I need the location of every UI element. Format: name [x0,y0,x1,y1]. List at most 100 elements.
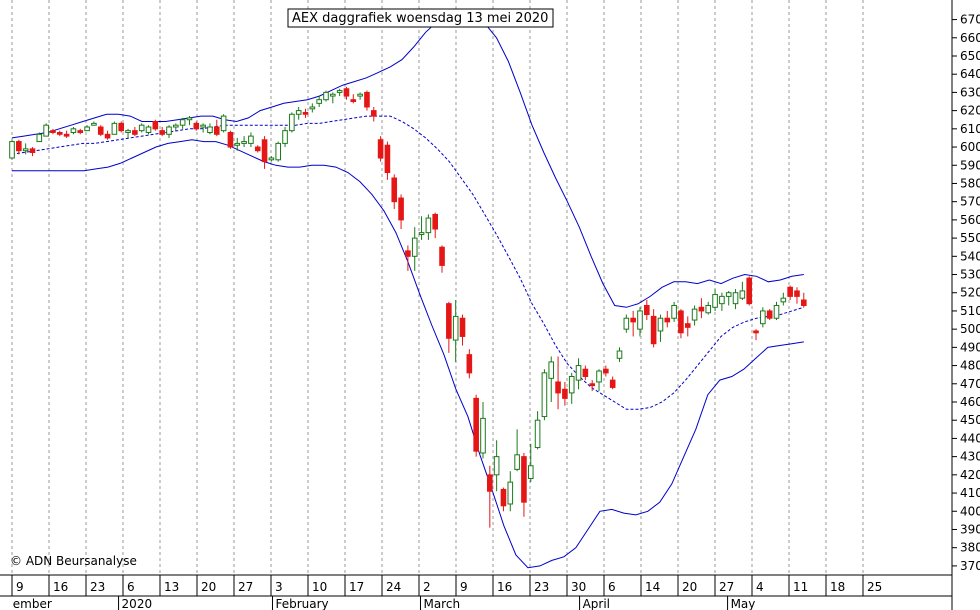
candle-body-44 [309,106,316,110]
candle-body-54 [377,139,384,159]
candle-body-38 [268,157,275,161]
y-tick-label-430: 430 [960,450,980,464]
candle-body-88 [609,379,616,388]
candle-body-0 [9,141,15,159]
y-tick-label-620: 620 [960,104,980,118]
candle-body-85 [589,383,595,387]
y-tick-label-480: 480 [960,359,980,373]
candle-body-6 [50,130,56,133]
y-tick-label-550: 550 [960,231,980,245]
y-tick-label-640: 640 [960,67,980,81]
candle-body-82 [568,376,575,394]
y-tick-label-420: 420 [960,468,980,482]
candle-body-113 [780,297,787,303]
candle-body-40 [282,130,288,144]
y-tick-label-400: 400 [960,504,980,518]
candle-body-3 [29,148,36,154]
candle-body-45 [316,99,322,104]
candle-body-115 [794,290,800,297]
y-tick-label-590: 590 [960,158,980,172]
candle-body-37 [261,139,268,163]
candle-body-18 [132,130,138,135]
candle-body-13 [97,126,104,135]
candle-body-73 [507,481,514,505]
copyright-label: © ADN Beursanalyse [10,554,137,568]
grid [11,0,864,575]
candle-body-62 [432,213,439,230]
candle-body-17 [125,130,131,133]
candle-body-75 [521,456,527,503]
candle-body-69 [480,417,486,454]
candle-body-100 [691,308,698,321]
x-tick-label-19: 27 [719,580,734,594]
candle-body-52 [364,91,370,108]
candle-body-11 [84,126,90,132]
candle-body-46 [323,91,329,101]
x-tick-label-22: 18 [830,580,845,594]
candle-body-74 [514,454,520,470]
candle-body-43 [302,111,309,115]
y-tick-label-670: 670 [960,13,980,27]
candle-body-39 [275,142,282,161]
candle-body-5 [43,124,49,137]
month-label-2: February [275,597,328,610]
candle-body-33 [234,142,241,146]
month-label-4: April [583,597,610,610]
candle-body-92 [637,310,643,330]
candle-body-103 [712,294,718,308]
candle-body-79 [548,361,555,379]
y-tick-label-630: 630 [960,85,980,99]
y-tick-label-520: 520 [960,286,980,300]
y-axis: 370 380 390 400 410 420 430 440 450 460 470 480 490 5… [951,0,980,610]
candle-body-26 [186,117,193,121]
y-tick-label-510: 510 [960,304,980,318]
candle-body-106 [732,292,739,305]
candle-body-112 [773,304,780,319]
month-label-5: May [731,597,756,610]
y-tick-label-540: 540 [960,249,980,263]
x-tick-label-6: 27 [238,580,253,594]
candle-body-86 [596,370,602,383]
x-tick-label-8: 10 [312,580,327,594]
x-tick-label-10: 24 [386,580,401,594]
month-label-3: March [423,597,460,610]
candle-body-42 [295,110,302,115]
x-tick-label-3: 6 [127,580,135,594]
candle-body-41 [289,113,295,132]
candle-body-60 [418,232,425,235]
candle-body-16 [118,122,125,132]
x-tick-label-4: 13 [164,580,179,594]
y-tick-label-470: 470 [960,377,980,391]
candle-body-55 [384,144,391,174]
candle-body-76 [527,465,534,479]
x-tick-label-2: 23 [90,580,105,594]
x-tick-label-16: 6 [608,580,616,594]
y-tick-label-370: 370 [960,559,980,573]
candle-body-63 [439,246,445,266]
y-tick-label-610: 610 [960,122,980,136]
candle-body-107 [739,290,746,299]
x-tick-label-14: 23 [534,580,549,594]
y-tick-label-600: 600 [960,140,980,154]
candle-body-81 [562,388,568,399]
candle-body-9 [70,128,77,133]
candle-body-66 [459,317,466,337]
title-box [287,8,554,28]
candle-body-80 [555,381,561,394]
candle-body-64 [446,303,452,339]
candle-body-97 [671,304,677,319]
y-tick-label-560: 560 [960,213,980,227]
x-tick-label-21: 11 [793,580,808,594]
month-label-1: 2020 [122,597,153,610]
x-tick-label-17: 14 [645,580,660,594]
candle-body-68 [473,397,479,452]
y-tick-label-450: 450 [960,413,980,427]
candle-body-35 [248,135,254,144]
candle-body-89 [616,350,623,359]
candle-body-108 [746,277,752,305]
candle-body-57 [398,197,404,221]
x-tick-label-1: 16 [53,580,68,594]
x-tick-label-0: 9 [16,580,24,594]
candle-body-24 [173,124,179,128]
